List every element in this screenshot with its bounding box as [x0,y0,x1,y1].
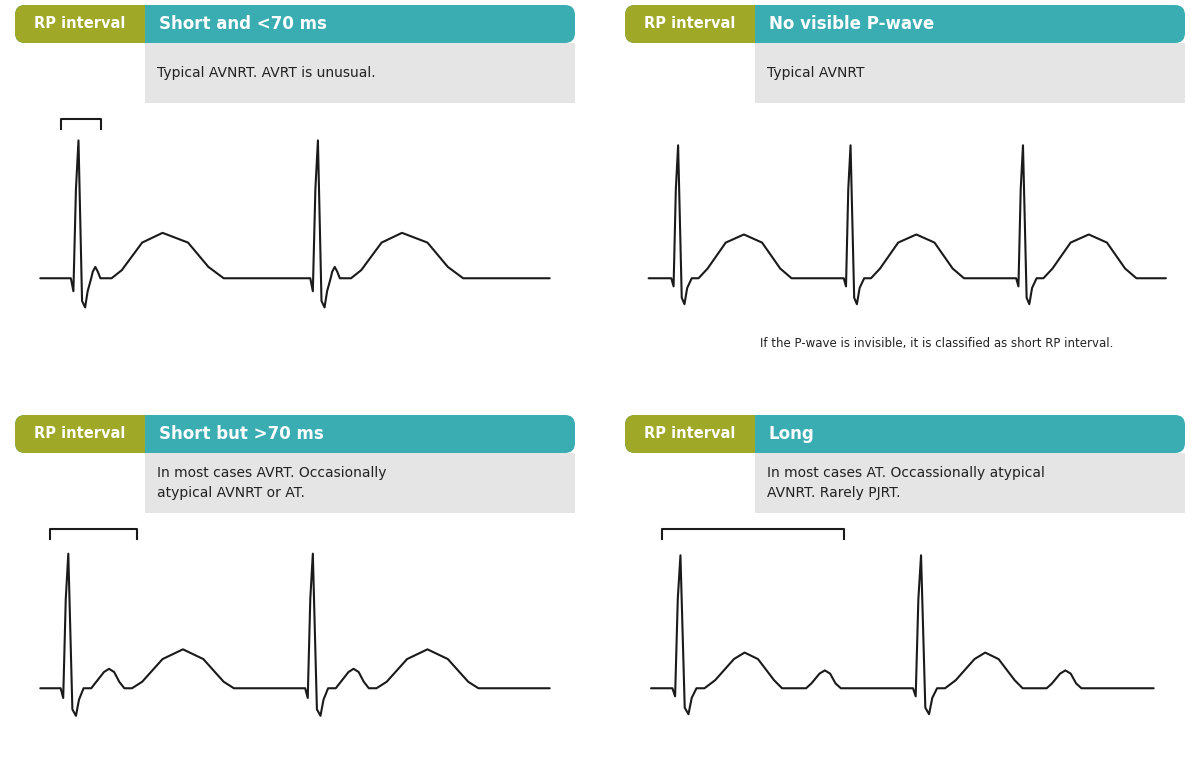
Text: Short but >70 ms: Short but >70 ms [158,425,324,443]
Text: Long: Long [769,425,815,443]
FancyBboxPatch shape [14,5,575,43]
Text: RP interval: RP interval [644,426,736,441]
FancyBboxPatch shape [625,415,766,453]
FancyBboxPatch shape [625,415,1186,453]
FancyBboxPatch shape [625,5,766,43]
Text: If the P-wave is invisible, it is classified as short RP interval.: If the P-wave is invisible, it is classi… [760,337,1114,350]
Bar [145,453,575,513]
Bar [755,453,1186,513]
Text: In most cases AVRT. Occasionally
atypical AVNRT or AT.: In most cases AVRT. Occasionally atypica… [157,466,386,500]
FancyBboxPatch shape [14,415,575,453]
Text: RP interval: RP interval [644,16,736,32]
Text: Typical AVNRT: Typical AVNRT [767,66,864,80]
Bar [755,415,770,453]
FancyBboxPatch shape [14,5,155,43]
Text: RP interval: RP interval [35,16,126,32]
Text: RP interval: RP interval [35,426,126,441]
FancyBboxPatch shape [625,5,1186,43]
Text: In most cases AT. Occassionally atypical
AVNRT. Rarely PJRT.: In most cases AT. Occassionally atypical… [767,466,1045,500]
FancyBboxPatch shape [14,415,155,453]
Text: Short and <70 ms: Short and <70 ms [158,15,326,33]
Bar [755,43,1186,103]
Bar [145,415,160,453]
Text: Typical AVNRT. AVRT is unusual.: Typical AVNRT. AVRT is unusual. [157,66,376,80]
Bar [145,5,160,43]
Text: No visible P-wave: No visible P-wave [769,15,935,33]
Bar [145,43,575,103]
Bar [755,5,770,43]
